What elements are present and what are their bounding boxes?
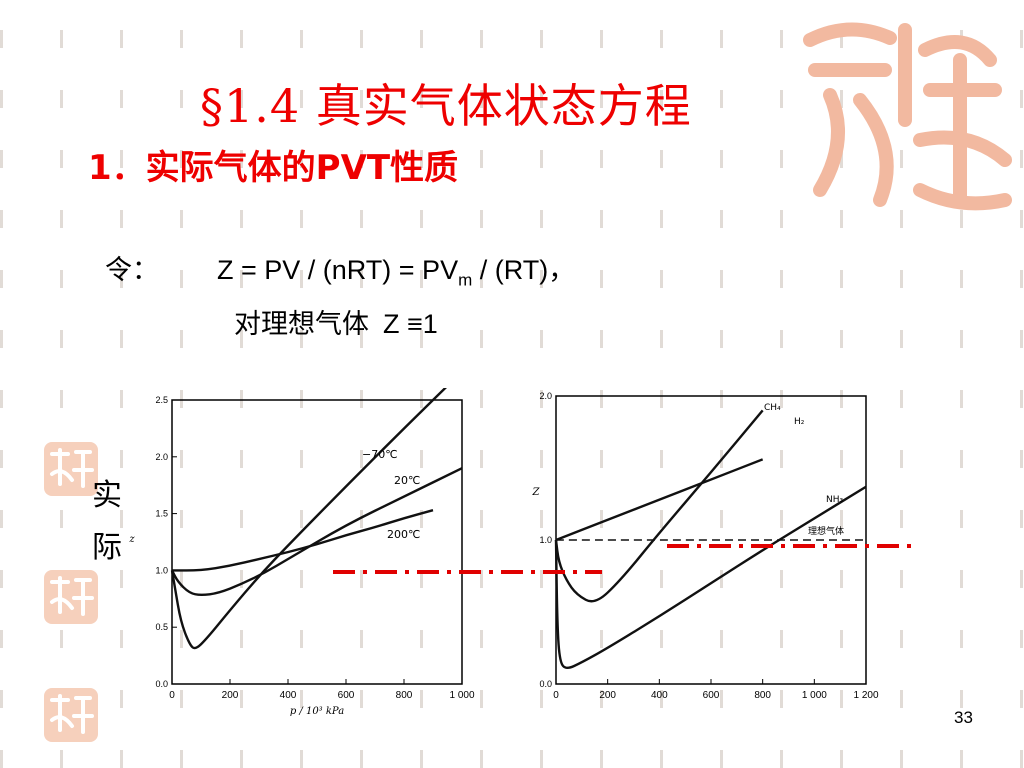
series-label: 200℃: [387, 528, 420, 541]
slide-subtitle: 1．实际气体的PVT性质: [88, 148, 459, 188]
side-char-2: 际: [92, 530, 122, 565]
series-label: −70℃: [362, 448, 398, 461]
x-tick-label: 1 200: [853, 690, 878, 701]
series-line: [172, 509, 434, 572]
formula-subscript: m: [458, 270, 473, 290]
y-tick-label: 0.5: [155, 622, 168, 632]
series-label: NH₃: [826, 495, 844, 505]
y-tick-label: 2.0: [539, 391, 552, 401]
y-tick-label: 0.0: [155, 679, 168, 689]
x-tick-label: 600: [338, 690, 355, 701]
plot-frame: [171, 399, 463, 685]
x-tick-label: 200: [222, 690, 239, 701]
side-char-1: 实: [92, 478, 122, 513]
compressibility-formula: 令： Z = PV / (nRT) = PVm / (RT)，: [105, 248, 575, 290]
x-tick-label: 0: [169, 690, 175, 701]
y-axis-label: z: [128, 534, 135, 545]
series-line: [170, 388, 447, 650]
chart-z-vs-pressure-gases: 0 200 400 600 800 1 000 1 200 0.0 1.0 2.0 Z CH₄ H₂ NH…: [532, 391, 879, 701]
ideal-gas-text: 对理想气体: [234, 309, 369, 340]
x-tick-label: 800: [754, 690, 771, 701]
small-seal-icon: [44, 570, 98, 624]
slide-title: §1.4 真实气体状态方程: [200, 79, 692, 133]
x-tick-label: 400: [280, 690, 297, 701]
y-tick-label: 0.0: [539, 679, 552, 689]
series-line: [170, 467, 463, 597]
x-tick-label: 200: [599, 690, 616, 701]
x-axis-label: p / 10³ kPa: [290, 706, 344, 717]
series-line: [554, 485, 867, 669]
decorative-seal-icon: [803, 22, 1012, 211]
ideal-gas-value: Z ≡1: [383, 309, 438, 339]
chart-z-vs-pressure-temperatures: 0 200 400 600 800 1 000 0.0 0.5 1.0 1.5 2.0 2.5 p / …: [128, 388, 475, 717]
small-seal-icon: [44, 442, 98, 496]
series-label: H₂: [794, 417, 805, 427]
y-tick-label: 1.0: [155, 565, 168, 575]
y-axis-label: Z: [532, 487, 541, 498]
page-number: 33: [954, 708, 973, 727]
x-tick-label: 800: [396, 690, 413, 701]
y-tick-label: 1.5: [155, 509, 168, 519]
series-line: [554, 409, 764, 603]
ideal-gas-statement: 对理想气体 Z ≡1: [234, 302, 438, 341]
small-seal-icon: [44, 688, 98, 742]
x-tick-label: 1 000: [449, 690, 474, 701]
formula-main: Z = PV / (nRT) = PV: [217, 255, 459, 285]
x-tick-label: 0: [553, 690, 559, 701]
series-label: 20℃: [394, 474, 420, 487]
series-label: CH₄: [764, 403, 781, 413]
x-tick-label: 600: [703, 690, 720, 701]
series-line: [555, 458, 764, 542]
y-tick-label: 1.0: [539, 535, 552, 545]
y-tick-label: 2.5: [155, 395, 168, 405]
x-tick-label: 1 000: [802, 690, 827, 701]
formula-end: / (RT)，: [472, 255, 576, 285]
x-tick-label: 400: [651, 690, 668, 701]
formula-intro: 令：: [105, 255, 159, 286]
series-label: 理想气体: [808, 525, 844, 537]
y-tick-label: 2.0: [155, 452, 168, 462]
